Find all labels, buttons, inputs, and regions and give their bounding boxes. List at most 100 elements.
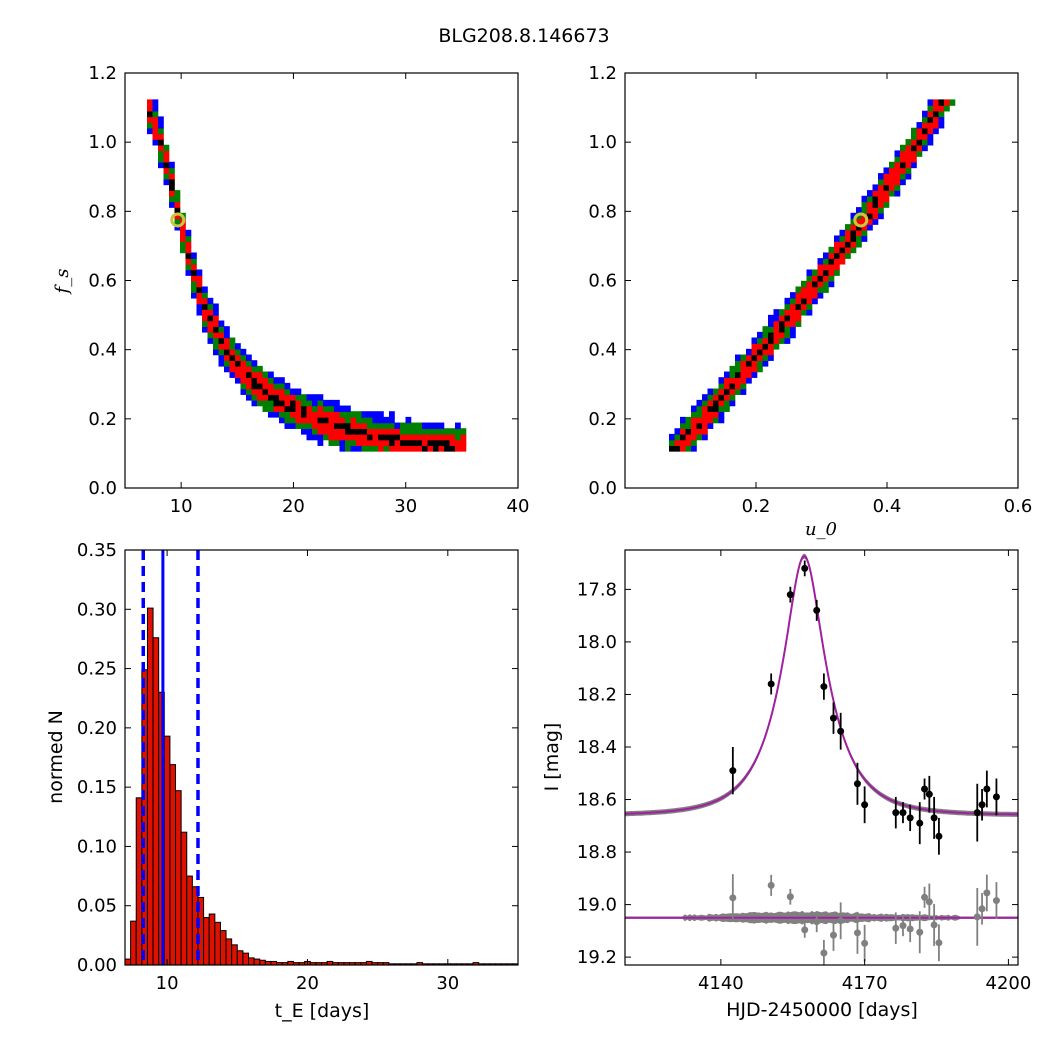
- fs-tE-xtick-label: 40: [507, 496, 530, 517]
- fs-tE-cell-2sigma: [180, 246, 186, 254]
- lc-ytick-label: 18.8: [577, 842, 617, 863]
- fs-u0-cell-1sigma: [933, 99, 939, 106]
- fs-u0-cell-1sigma: [691, 422, 697, 429]
- figure-title: BLG208.8.146673: [438, 25, 609, 47]
- fs-u0-cell-3sigma: [762, 360, 769, 367]
- light-curve-inner: [625, 553, 1018, 965]
- fs-u0-cell-2sigma: [916, 150, 923, 157]
- fs-tE-cell-core: [378, 433, 384, 441]
- fs-u0-cell-1sigma: [872, 207, 879, 214]
- fs-tE-cell-1sigma: [389, 428, 395, 435]
- fs-tE-cell-3sigma: [169, 161, 175, 169]
- fs-tE-cell-core: [290, 405, 296, 412]
- fs-tE-cell-1sigma: [323, 428, 329, 435]
- fs-tE-cell-core: [444, 445, 450, 452]
- fs-tE-xtick-label: 10: [170, 496, 193, 517]
- fs-tE-cell-1sigma: [202, 297, 208, 305]
- fs-u0-cell-1sigma: [889, 184, 895, 191]
- fs-u0-cell-1sigma: [746, 354, 752, 361]
- histogram-bar: [152, 637, 160, 966]
- residual-point: [892, 924, 900, 932]
- fs-tE-cell-core: [251, 377, 258, 384]
- fs-tE-cell-core: [433, 445, 439, 452]
- fs-u0-cell-1sigma: [872, 190, 879, 197]
- fs-u0-cell-1sigma: [735, 382, 741, 390]
- fs-u0-cell-3sigma: [894, 150, 901, 157]
- fs-tE-cell-3sigma: [284, 422, 291, 429]
- fs-u0-cell-1sigma: [883, 173, 890, 180]
- fs-tE-cell-2sigma: [328, 439, 335, 446]
- fs-tE-cell-3sigma: [389, 411, 395, 418]
- fs-u0-cell-2sigma: [784, 326, 791, 333]
- fs-tE-best-fit-marker: [170, 212, 186, 228]
- fs-tE-cell-2sigma: [345, 416, 351, 424]
- fs-u0-best-fit-marker: [853, 212, 869, 228]
- fs-u0-cell-1sigma: [696, 416, 703, 424]
- fs-u0-cell-1sigma: [834, 246, 840, 254]
- fs-u0-cell-1sigma: [889, 178, 895, 186]
- fs-tE-cell-1sigma: [427, 433, 434, 441]
- fs-tE-cell-2sigma: [383, 445, 390, 452]
- histogram-bar: [124, 958, 132, 966]
- fs-tE-cell-3sigma: [438, 422, 445, 429]
- fs-u0-cell-3sigma: [900, 178, 906, 186]
- fs-tE-cell-2sigma: [224, 360, 230, 367]
- fs-tE-cell-3sigma: [268, 411, 274, 418]
- fs-u0-cell-2sigma: [922, 116, 928, 123]
- fs-u0-cell-1sigma: [933, 105, 939, 112]
- fs-tE-cell-core: [301, 405, 307, 412]
- fs-tE-cell-3sigma: [196, 269, 203, 276]
- fs-tE-cell-2sigma: [169, 195, 175, 203]
- fs-u0-cell-2sigma: [735, 360, 741, 367]
- fs-u0-cell-3sigma: [894, 190, 901, 197]
- fs-tE-cell-2sigma: [323, 405, 329, 412]
- fs-u0-cell-2sigma: [707, 394, 714, 401]
- fs-tE-cell-2sigma: [240, 354, 247, 361]
- fs-tE-cell-1sigma: [180, 229, 186, 237]
- fs-tE-cell-1sigma: [191, 263, 197, 271]
- normed-n-ylabel: normed N: [45, 710, 67, 804]
- residual-point: [930, 921, 938, 929]
- fs-u0-cell-1sigma: [795, 309, 802, 316]
- fs-u0-cell-2sigma: [856, 212, 862, 220]
- fs-u0-cell-1sigma: [856, 229, 862, 237]
- fs-tE-cell-core: [235, 360, 241, 367]
- fs-tE-cell-2sigma: [356, 411, 362, 418]
- fs-u0-cell-2sigma: [861, 229, 868, 237]
- fs-tE-cell-1sigma: [235, 371, 241, 378]
- fs-tE-cell-1sigma: [185, 246, 192, 254]
- fs-u0-cell-1sigma: [801, 292, 807, 299]
- fs-tE-cell-1sigma: [416, 445, 423, 452]
- fs-tE-cell-2sigma: [268, 399, 274, 407]
- fs-tE-cell-2sigma: [301, 399, 307, 407]
- fs-u0-cell-2sigma: [823, 280, 829, 288]
- fs-u0-cell-1sigma: [839, 241, 846, 248]
- fs-tE-cell-2sigma: [350, 411, 357, 418]
- fs-tE-cell-core: [345, 428, 351, 435]
- fs-u0-cell-2sigma: [724, 399, 730, 407]
- residual-point: [978, 905, 986, 913]
- fs-u0-cell-1sigma: [702, 422, 708, 429]
- fs-u0-cell-1sigma: [773, 326, 780, 333]
- fs-u0-cell-1sigma: [828, 269, 835, 276]
- fs-u0-cell-2sigma: [779, 309, 785, 316]
- fs-tE-cell-core: [361, 428, 368, 435]
- data-point: [813, 606, 821, 614]
- fs-tE-cell-core: [229, 354, 236, 361]
- fs-tE-cell-1sigma: [147, 105, 153, 112]
- fs-tE-cell-1sigma: [279, 394, 285, 401]
- fs-tE-cell-1sigma: [213, 314, 219, 322]
- fs-tE-cell-core: [202, 303, 208, 310]
- fs-tE-cell-2sigma: [411, 428, 417, 435]
- fs-u0-cell-1sigma: [751, 343, 758, 350]
- fs-u0-cell-1sigma: [795, 292, 802, 299]
- fs-tE-cell-2sigma: [262, 405, 269, 412]
- hist-ytick-label: 0.35: [77, 540, 117, 561]
- data-point: [921, 785, 929, 793]
- fs-tE-cell-1sigma: [455, 439, 461, 446]
- fs-tE-cell-1sigma: [361, 433, 368, 441]
- fs-u0-cell-core: [768, 331, 774, 339]
- fs-u0-cell-1sigma: [735, 377, 741, 384]
- fs-u0-cell-1sigma: [702, 416, 708, 424]
- fs-u0-cell-core: [713, 399, 719, 407]
